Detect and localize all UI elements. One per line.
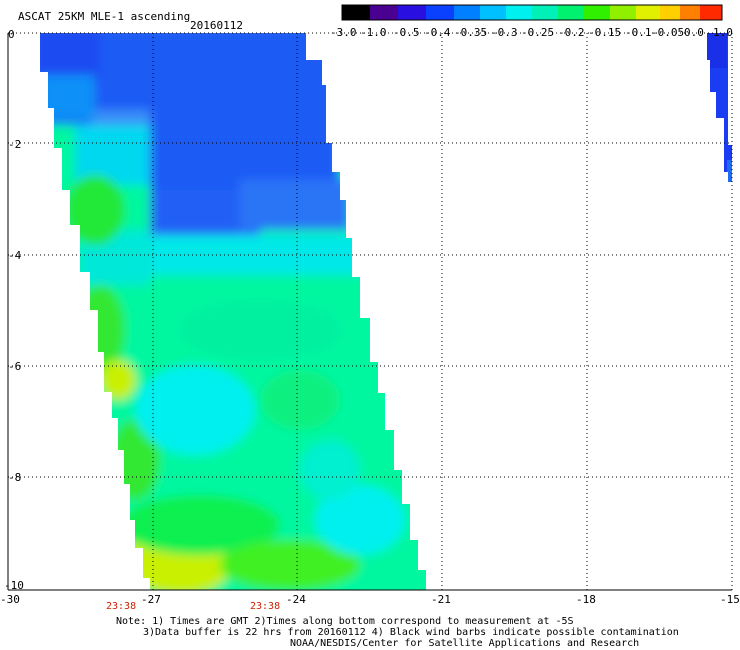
colorbar-label: -0.1 xyxy=(625,26,652,39)
lat-tick-label: -10 xyxy=(4,579,24,592)
colorbar-label: -0.05 xyxy=(651,26,685,39)
colorbar-label: -0.2 xyxy=(558,26,585,39)
data-swath-east-strip xyxy=(707,33,732,182)
colorbar-label: 1.0 xyxy=(713,26,733,39)
footnote-line: NOAA/NESDIS/Center for Satellite Applica… xyxy=(290,638,640,649)
colorbar-label: -0.5 xyxy=(393,26,420,39)
colorbar-label: -0.3 xyxy=(491,26,518,39)
map-frame xyxy=(7,32,733,591)
footnote-line: 3)Data buffer is 22 hrs from 20160112 4)… xyxy=(143,627,679,638)
colorbar-label: -0.35 xyxy=(454,26,488,39)
lat-tick-label: -8 xyxy=(8,471,22,484)
lat-tick-label: 0 xyxy=(8,28,15,41)
lon-tick-label: -30 xyxy=(0,593,20,606)
chart-title: ASCAT 25KM MLE-1 ascending xyxy=(18,10,191,23)
time-label: 23:38 xyxy=(106,601,137,612)
colorbar-label: -0.4 xyxy=(424,26,451,39)
colorbar-label: 0.0 xyxy=(684,26,704,39)
data-swath xyxy=(40,33,426,590)
colorbar-frame xyxy=(341,4,723,21)
lat-tick-label: -2 xyxy=(8,138,22,151)
lat-tick-label: -4 xyxy=(8,249,22,262)
chart-date: 20160112 xyxy=(190,19,243,32)
colorbar xyxy=(341,4,723,21)
colorbar-label: -1.0 xyxy=(360,26,387,39)
colorbar-label: -0.15 xyxy=(588,26,622,39)
lon-tick-label: -24 xyxy=(286,593,306,606)
footnote-line: Note: 1) Times are GMT 2)Times along bot… xyxy=(116,616,574,627)
lon-tick-label: -18 xyxy=(576,593,596,606)
time-label: 23:38 xyxy=(250,601,281,612)
lon-tick-label: -21 xyxy=(431,593,451,606)
colorbar-gradient xyxy=(342,5,722,20)
map-grid xyxy=(8,33,732,590)
colorbar-label: -0.25 xyxy=(521,26,555,39)
lon-tick-label: -27 xyxy=(141,593,161,606)
lat-tick-label: -6 xyxy=(8,360,22,373)
lon-tick-label: -15 xyxy=(720,593,740,606)
colorbar-label: -3.0 xyxy=(330,26,357,39)
